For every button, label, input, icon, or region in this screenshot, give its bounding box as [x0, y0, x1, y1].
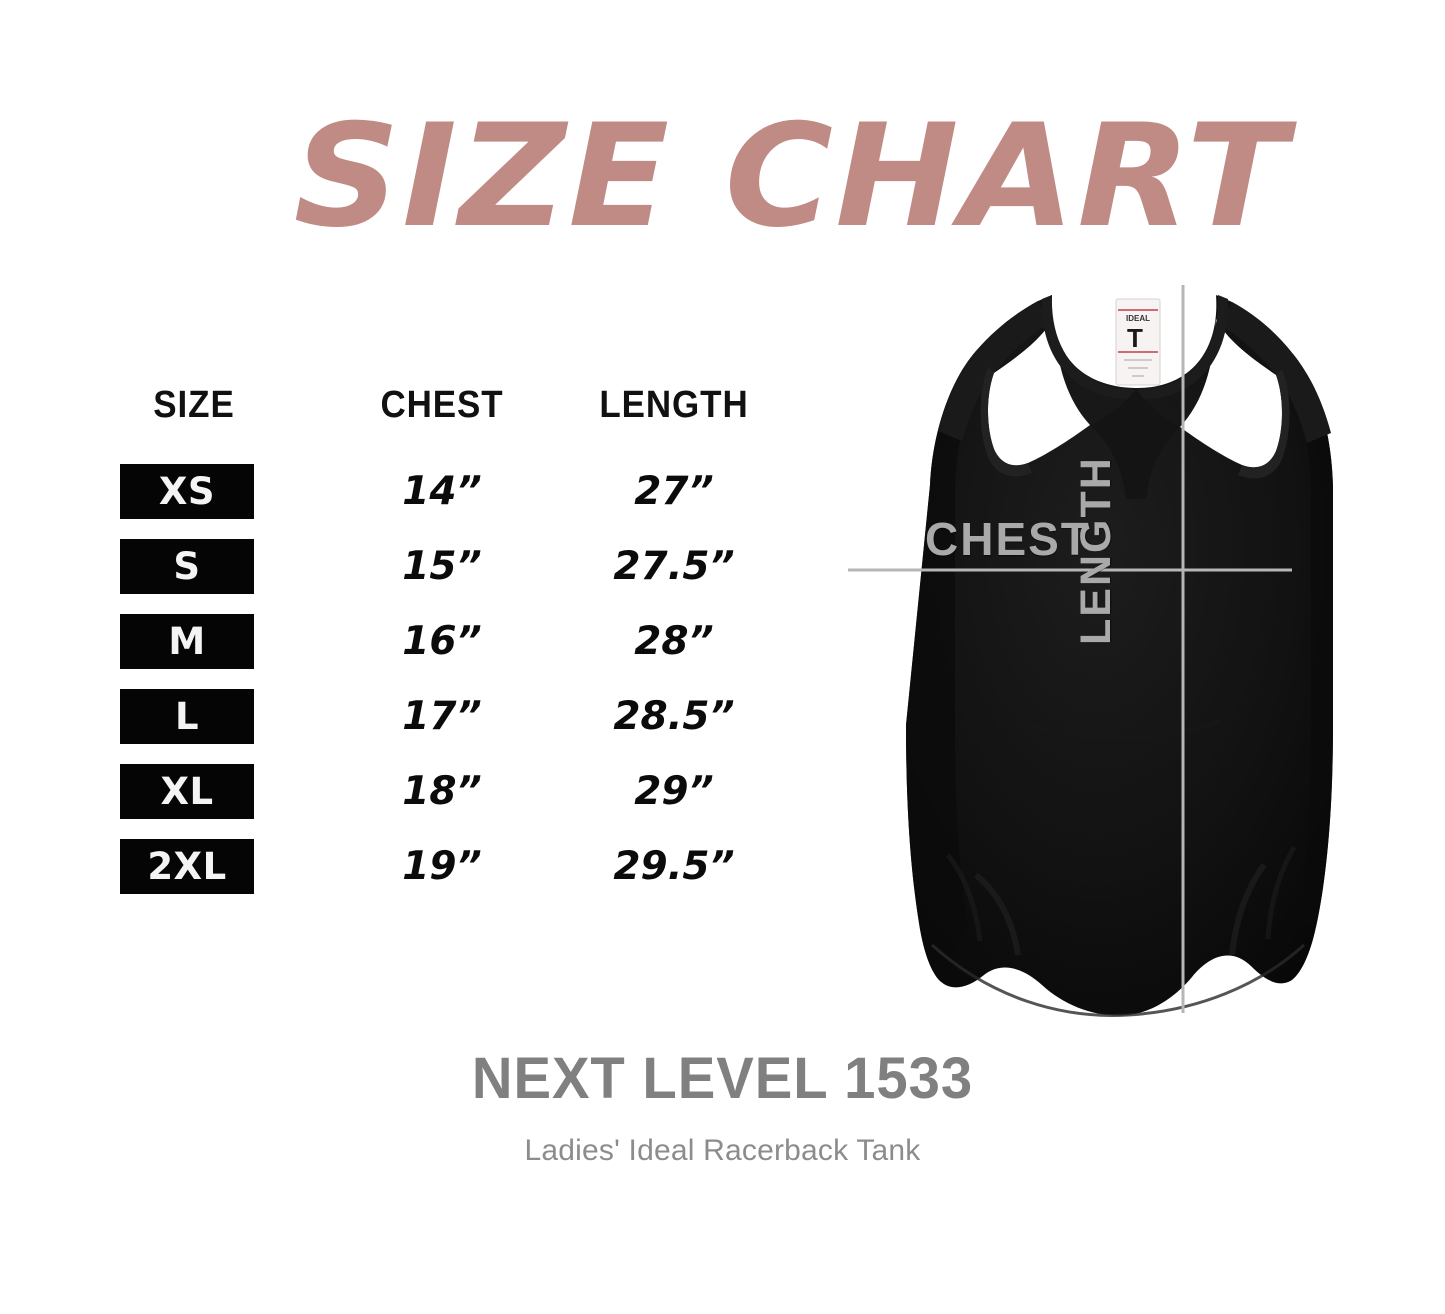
strap-right — [1219, 302, 1331, 443]
length-value: 29.5” — [613, 844, 735, 889]
chest-value: 14” — [402, 469, 482, 514]
table-header-row: SIZE CHEST LENGTH — [110, 378, 790, 438]
column-header-length: LENGTH — [599, 384, 749, 426]
fold-right-2 — [1265, 845, 1297, 940]
chest-value: 15” — [402, 544, 482, 589]
table-row: M 16” 28” — [110, 614, 790, 689]
fold-right-1 — [1229, 863, 1267, 956]
column-header-size: SIZE — [153, 384, 235, 426]
fold-left-2 — [946, 853, 983, 942]
armhole-binding-left — [980, 367, 1032, 477]
size-badge: XL — [120, 764, 254, 819]
size-badge: S — [120, 539, 254, 594]
table-row: S 15” 27.5” — [110, 539, 790, 614]
chest-measure-label: CHEST — [925, 513, 1091, 565]
fold-left-1 — [974, 872, 1021, 956]
tank-top-illustration: IDEAL T — [848, 279, 1333, 1017]
chest-value: 17” — [402, 694, 482, 739]
size-table: SIZE CHEST LENGTH XS 14” 27” S 15” 27.5”… — [110, 378, 790, 914]
length-value: 29” — [634, 769, 714, 814]
size-badge: L — [120, 689, 254, 744]
length-value: 27.5” — [613, 544, 735, 589]
armhole-right — [1180, 319, 1282, 468]
length-value: 28” — [634, 619, 714, 664]
table-row: L 17” 28.5” — [110, 689, 790, 764]
table-body: XS 14” 27” S 15” 27.5” M 16” 28” L 17” 2… — [110, 464, 790, 914]
svg-text:IDEAL: IDEAL — [1126, 314, 1150, 323]
length-value: 27” — [634, 469, 714, 514]
product-footer: NEXT LEVEL 1533 Ladies' Ideal Racerback … — [0, 1045, 1445, 1168]
table-row: XS 14” 27” — [110, 464, 790, 539]
column-header-chest: CHEST — [380, 384, 504, 426]
table-row: 2XL 19” 29.5” — [110, 839, 790, 914]
page-title: SIZE CHART — [293, 94, 1290, 259]
svg-text:T: T — [1127, 323, 1143, 353]
size-badge: 2XL — [120, 839, 254, 894]
armhole-left — [988, 317, 1090, 466]
size-badge: XS — [120, 464, 254, 519]
tank-right-shadow — [1279, 354, 1333, 927]
neck-tag: IDEAL T — [1115, 298, 1161, 386]
strap-left — [938, 301, 1050, 441]
product-image: IDEAL T — [780, 255, 1340, 1045]
size-badge: M — [120, 614, 254, 669]
tank-left-shadow — [906, 351, 990, 981]
table-row: XL 18” 29” — [110, 764, 790, 839]
chest-value: 19” — [402, 844, 482, 889]
length-measure-label: LENGTH — [1072, 456, 1120, 645]
fold-center — [1029, 718, 1221, 741]
product-description: Ladies' Ideal Racerback Tank — [524, 1134, 921, 1167]
product-brand-model: NEXT LEVEL 1533 — [471, 1046, 974, 1111]
armhole-binding-right — [1238, 369, 1290, 479]
chest-value: 18” — [402, 769, 482, 814]
hem-stitch — [930, 943, 1306, 1017]
chest-value: 16” — [402, 619, 482, 664]
racerback-yoke — [1090, 389, 1180, 499]
length-value: 28.5” — [613, 694, 735, 739]
